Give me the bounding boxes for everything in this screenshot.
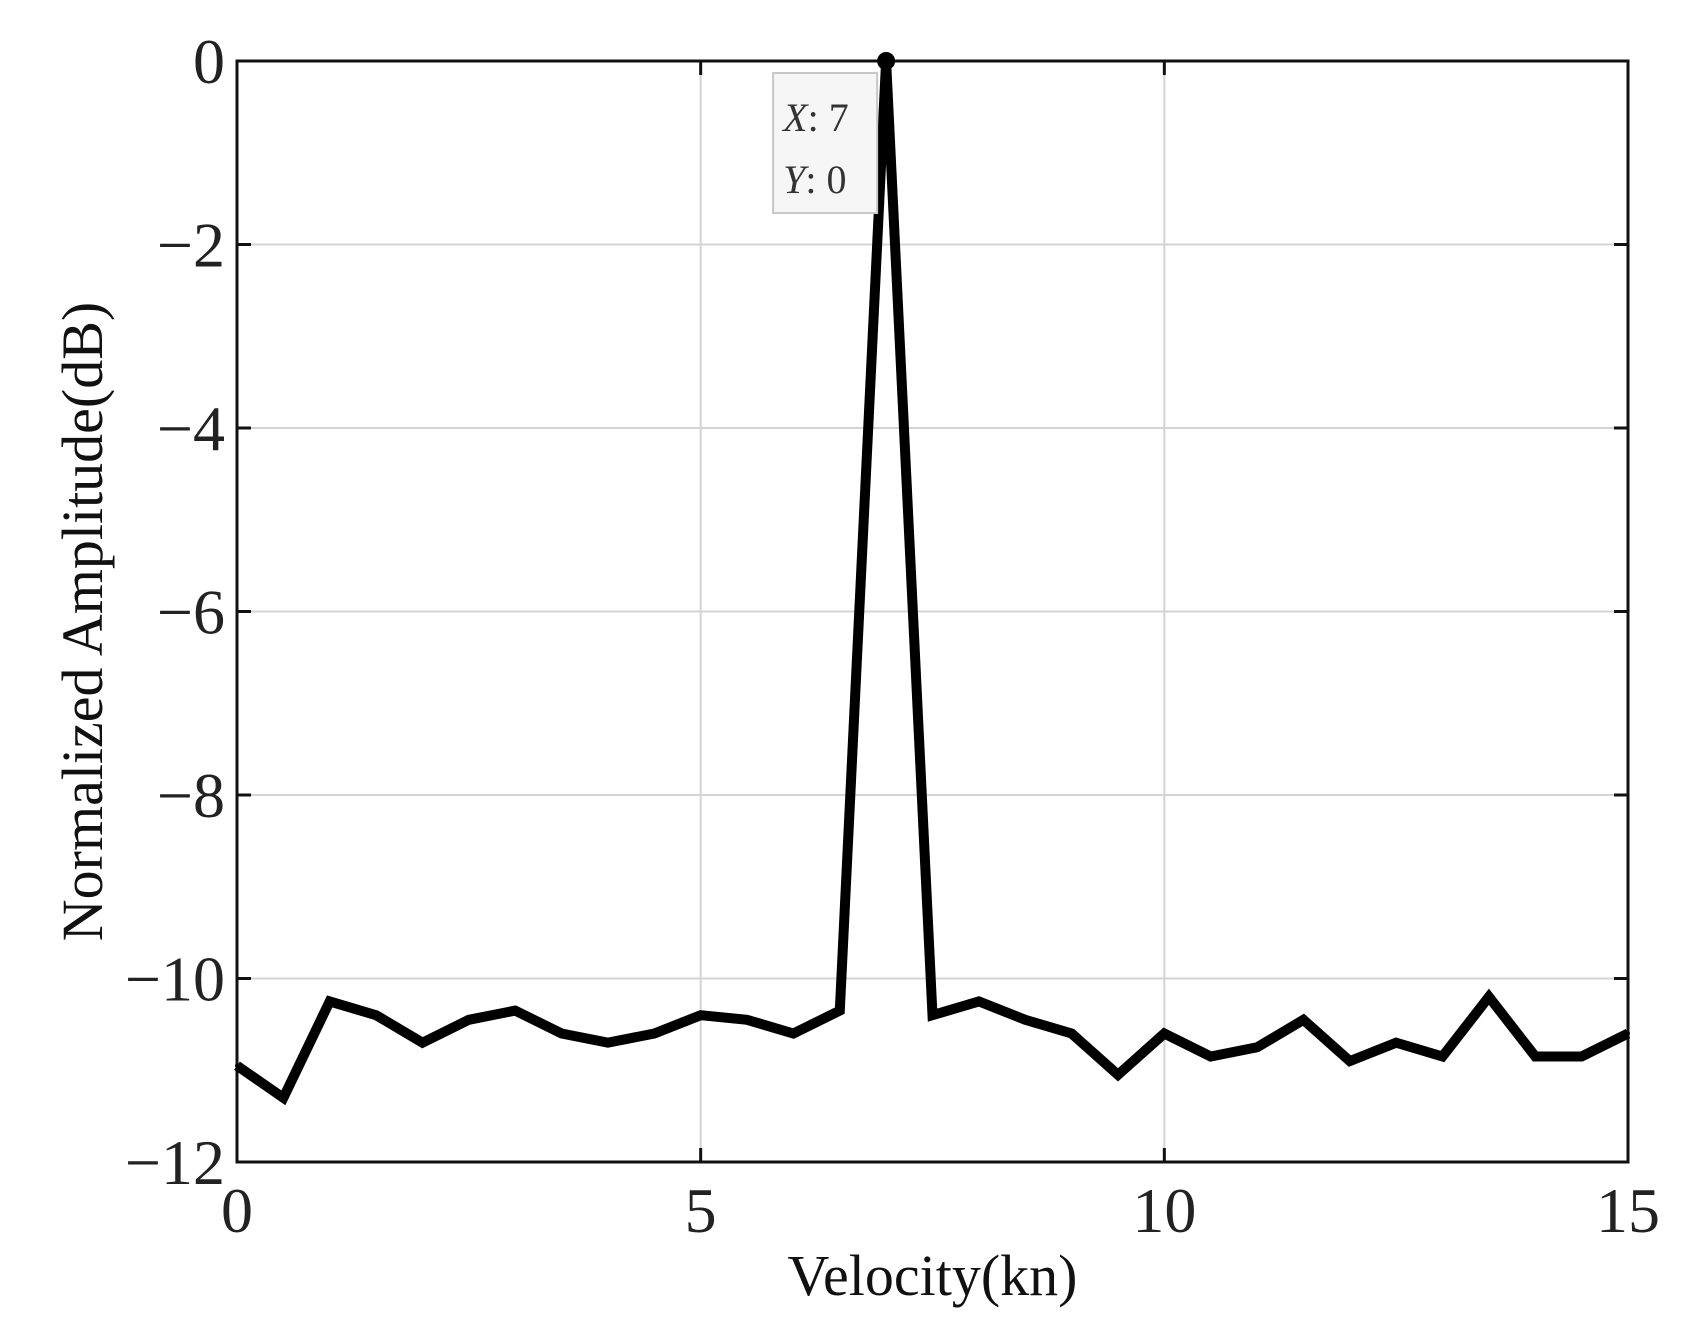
- data-point: [1115, 1072, 1120, 1077]
- y-tick-label: −8: [157, 760, 225, 831]
- datatip: X: 7 Y: 0: [772, 72, 879, 214]
- data-point: [976, 999, 981, 1004]
- y-tick-label: 0: [193, 26, 225, 97]
- data-point: [1486, 994, 1491, 999]
- data-point: [1579, 1054, 1584, 1059]
- data-point: [1255, 1045, 1260, 1050]
- data-point: [837, 1008, 842, 1013]
- data-point: [1626, 1031, 1630, 1036]
- datatip-y-text: Y: 0: [783, 157, 846, 202]
- datatip-y-key: Y: [783, 157, 809, 202]
- data-point: [466, 1017, 471, 1022]
- y-axis-label: Normalized Amplitude(dB): [50, 302, 115, 941]
- data-point: [513, 1008, 518, 1013]
- datatip-x-sep: :: [808, 95, 829, 140]
- x-axis-label: Velocity(kn): [788, 1243, 1078, 1308]
- x-tick-label: 5: [685, 1175, 717, 1246]
- x-tick-label: 0: [221, 1175, 253, 1246]
- data-point: [1394, 1040, 1399, 1045]
- datatip-y-value: 0: [827, 157, 847, 202]
- x-tick-label: 10: [1132, 1175, 1196, 1246]
- data-point: [930, 1013, 935, 1018]
- data-point: [559, 1031, 564, 1036]
- datatip-x-value: 7: [829, 95, 849, 140]
- data-point: [652, 1031, 657, 1036]
- data-point: [1440, 1054, 1445, 1059]
- y-tick-label: −4: [157, 393, 225, 464]
- data-point: [1533, 1054, 1538, 1059]
- data-point: [374, 1013, 379, 1018]
- y-tick-label: −12: [125, 1127, 225, 1198]
- data-point: [791, 1031, 796, 1036]
- datatip-x-key: X: [781, 95, 809, 140]
- data-point: [698, 1013, 703, 1018]
- datatip-marker: [877, 52, 896, 70]
- y-tick-label: −10: [125, 944, 225, 1015]
- data-point: [235, 1063, 239, 1068]
- data-point: [1208, 1054, 1213, 1059]
- data-point: [281, 1095, 286, 1100]
- data-point: [1069, 1031, 1074, 1036]
- datatip-x-text: X: 7: [781, 95, 849, 140]
- data-point: [327, 999, 332, 1004]
- data-point: [745, 1017, 750, 1022]
- y-tick-label: −2: [157, 210, 225, 281]
- data-point: [1347, 1059, 1352, 1064]
- data-point: [1162, 1031, 1167, 1036]
- ticks: 0 5 10 15 0 −2 −4 −6 −8 −10 −12: [125, 26, 1660, 1246]
- datatip-y-sep: :: [805, 157, 826, 202]
- data-point: [1301, 1017, 1306, 1022]
- y-tick-label: −6: [157, 577, 225, 648]
- datatip-box: [772, 72, 879, 214]
- data-point: [605, 1040, 610, 1045]
- data-point: [420, 1040, 425, 1045]
- x-tick-label: 15: [1596, 1175, 1660, 1246]
- data-point: [1023, 1017, 1028, 1022]
- series-layer: [234, 52, 1631, 1106]
